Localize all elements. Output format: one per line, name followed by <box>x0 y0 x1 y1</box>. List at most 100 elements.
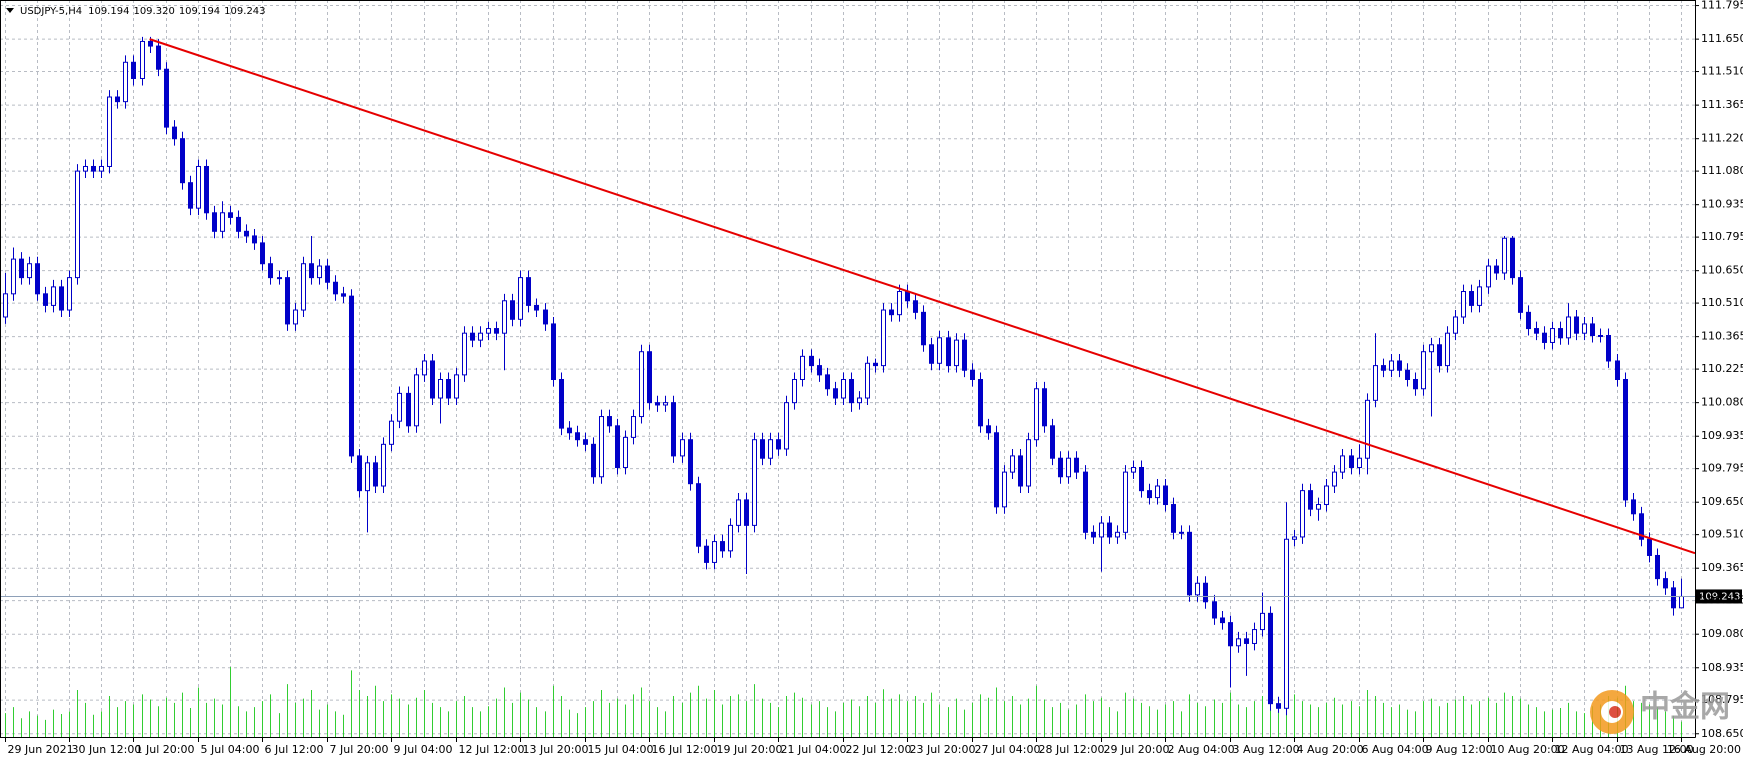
candle-body <box>1582 323 1587 334</box>
candle-body <box>397 392 402 422</box>
candle-body <box>534 304 539 311</box>
candle-body <box>954 339 959 367</box>
candle-body <box>518 277 523 320</box>
candle-body <box>1413 378 1418 390</box>
x-tick-label: 7 Jul 20:00 <box>330 743 389 756</box>
candle-body <box>825 374 830 390</box>
candle-body <box>1671 587 1676 609</box>
candle-body <box>148 40 153 47</box>
candle-body <box>881 309 886 367</box>
candle-body <box>1252 629 1257 644</box>
symbol-title: USDJPY-5,H4 <box>20 6 82 17</box>
candle-body <box>905 291 910 302</box>
candle-body <box>720 541 725 552</box>
x-tick-label: 5 Jul 04:00 <box>201 743 260 756</box>
trend-line <box>149 38 1696 555</box>
y-tick-label: 108.650 <box>1701 727 1743 740</box>
header-open: 109.194 <box>88 6 129 17</box>
candle-body <box>1469 291 1474 306</box>
candle-body <box>1542 332 1547 343</box>
y-tick-label: 111.220 <box>1701 132 1743 145</box>
header-low: 109.194 <box>179 6 220 17</box>
candle-body <box>373 462 378 487</box>
candle-body <box>671 402 676 457</box>
x-tick-label: 29 Jun 2021 <box>8 743 74 756</box>
candle-body <box>1429 344 1434 353</box>
candle-body <box>381 443 386 487</box>
x-tick-label: 27 Jul 04:00 <box>975 743 1041 756</box>
candle-body <box>744 499 749 526</box>
candle-body <box>422 360 427 376</box>
candle-body <box>494 328 499 334</box>
candle-body <box>27 263 32 279</box>
candle-body <box>1477 286 1482 306</box>
candle-body <box>510 300 515 320</box>
candle-body <box>1220 617 1225 624</box>
candle-body <box>631 416 636 438</box>
candle-body <box>365 462 370 492</box>
candle-body <box>140 40 145 79</box>
x-tick-label: 12 Aug 04:00 <box>1555 743 1629 756</box>
x-tick-label: 30 Jun 12:00 <box>72 743 142 756</box>
candle-body <box>1187 531 1192 596</box>
candle-body <box>1147 490 1152 499</box>
x-tick-label: 15 Jul 04:00 <box>588 743 654 756</box>
candle-body <box>1518 277 1523 313</box>
x-tick-label: 6 Aug 04:00 <box>1362 743 1429 756</box>
candle-body <box>1195 582 1200 596</box>
candle-body <box>583 439 588 445</box>
candle-body <box>115 96 120 103</box>
candle-body <box>728 524 733 552</box>
candle-body <box>1316 504 1321 510</box>
x-tick-label: 6 Jul 12:00 <box>265 743 324 756</box>
x-tick-label: 13 Jul 20:00 <box>523 743 589 756</box>
candle-body <box>1228 622 1233 647</box>
candle-body <box>268 263 273 279</box>
y-tick-label: 109.650 <box>1701 495 1743 508</box>
y-tick-label: 110.650 <box>1701 264 1743 277</box>
candle-body <box>1292 536 1297 540</box>
candle-body <box>196 165 201 209</box>
candle-body <box>35 263 40 295</box>
candle-body <box>1679 595 1684 609</box>
candle-body <box>285 277 290 325</box>
y-tick-label: 110.795 <box>1701 230 1743 243</box>
candle-body <box>389 420 394 445</box>
candle-body <box>663 402 668 406</box>
candle-body <box>776 439 781 450</box>
candle-body <box>921 311 926 346</box>
candle-body <box>446 378 451 399</box>
candle-body <box>204 165 209 214</box>
candle-body <box>131 61 136 79</box>
y-tick-label: 110.225 <box>1701 362 1743 375</box>
candle-body <box>502 300 507 334</box>
y-tick-label: 110.935 <box>1701 198 1743 211</box>
candle-body <box>75 170 80 279</box>
candle-body <box>438 378 443 399</box>
candle-body <box>260 242 265 265</box>
candle-body <box>1663 578 1668 589</box>
x-tick-label: 22 Jul 12:00 <box>846 743 912 756</box>
candle-body <box>1623 378 1628 501</box>
candle-body <box>317 265 322 279</box>
candle-body <box>913 300 918 313</box>
candle-body <box>591 443 596 478</box>
x-tick-label: 2 Aug 04:00 <box>1168 743 1235 756</box>
candle-body <box>841 378 846 399</box>
y-tick-label: 111.365 <box>1701 98 1743 111</box>
candle-body <box>1260 612 1265 631</box>
candle-body <box>1083 471 1088 533</box>
candle-body <box>11 258 16 295</box>
candle-body <box>1615 360 1620 380</box>
candle-body <box>1494 265 1499 274</box>
candle-body <box>1357 457 1362 468</box>
candle-body <box>1381 365 1386 371</box>
candle-body <box>1590 323 1595 337</box>
candle-body <box>986 425 991 434</box>
candle-body <box>1437 344 1442 367</box>
x-tick-label: 3 Aug 12:00 <box>1233 743 1300 756</box>
candle-body <box>99 165 104 172</box>
candle-body <box>1010 455 1015 473</box>
